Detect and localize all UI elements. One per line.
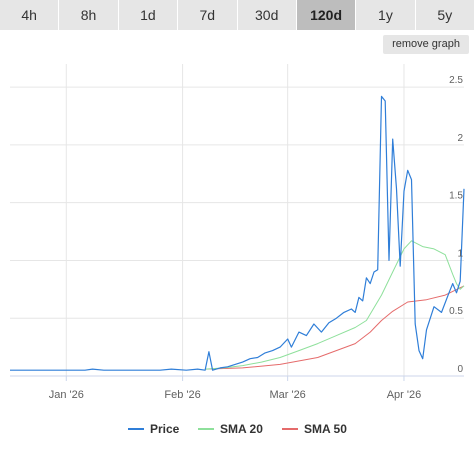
chart-series — [10, 95, 465, 371]
series-line-price — [10, 95, 465, 371]
legend-line-price — [128, 428, 144, 430]
y-tick-label: 1.5 — [449, 191, 463, 202]
tab-8h[interactable]: 8h — [59, 0, 119, 30]
series-line-sma-50 — [205, 285, 465, 370]
legend-item-price[interactable]: Price — [128, 418, 179, 440]
legend-item-sma-20[interactable]: SMA 20 — [198, 418, 263, 440]
series-line-sma-20 — [205, 240, 465, 370]
y-tick-label: 2 — [457, 133, 463, 144]
y-axis-labels: 0 0.5 1 1.5 2 2.5 — [449, 75, 463, 375]
tab-7d[interactable]: 7d — [178, 0, 238, 30]
legend-line-sma-50 — [282, 428, 298, 430]
tab-4h[interactable]: 4h — [0, 0, 60, 30]
x-tick-label: Jan '26 — [49, 389, 84, 401]
x-axis-labels: Jan '26 Feb '26 Mar '26 Apr '26 — [49, 389, 422, 401]
y-tick-label: 2.5 — [449, 75, 463, 86]
y-tick-label: 0 — [457, 364, 463, 375]
y-tick-label: 1 — [457, 248, 463, 259]
tab-5y[interactable]: 5y — [415, 0, 474, 30]
range-tabs: 4h 8h 1d 7d 30d 120d 1y 5y — [0, 0, 474, 30]
tab-120d[interactable]: 120d — [296, 0, 357, 30]
x-tick-label: Mar '26 — [269, 389, 305, 401]
legend-line-sma-20 — [198, 428, 214, 430]
x-tick-label: Feb '26 — [164, 389, 200, 401]
legend-item-sma-50[interactable]: SMA 50 — [282, 418, 347, 440]
tab-1d[interactable]: 1d — [118, 0, 179, 30]
x-tick-label: Apr '26 — [387, 389, 422, 401]
tab-1y[interactable]: 1y — [356, 0, 416, 30]
legend-label-sma-50: SMA 50 — [304, 422, 347, 436]
legend-label-sma-20: SMA 20 — [220, 422, 263, 436]
chart-grid — [10, 64, 464, 381]
legend-label-price: Price — [150, 422, 180, 436]
chart-legend: Price SMA 20 SMA 50 — [0, 418, 474, 440]
y-tick-label: 0.5 — [449, 306, 463, 317]
price-chart[interactable]: Jan '26 Feb '26 Mar '26 Apr '26 0 0.5 1 1.5 2 2.… — [0, 56, 474, 416]
tab-30d[interactable]: 30d — [237, 0, 297, 30]
remove-graph-button[interactable]: remove graph — [383, 35, 469, 54]
